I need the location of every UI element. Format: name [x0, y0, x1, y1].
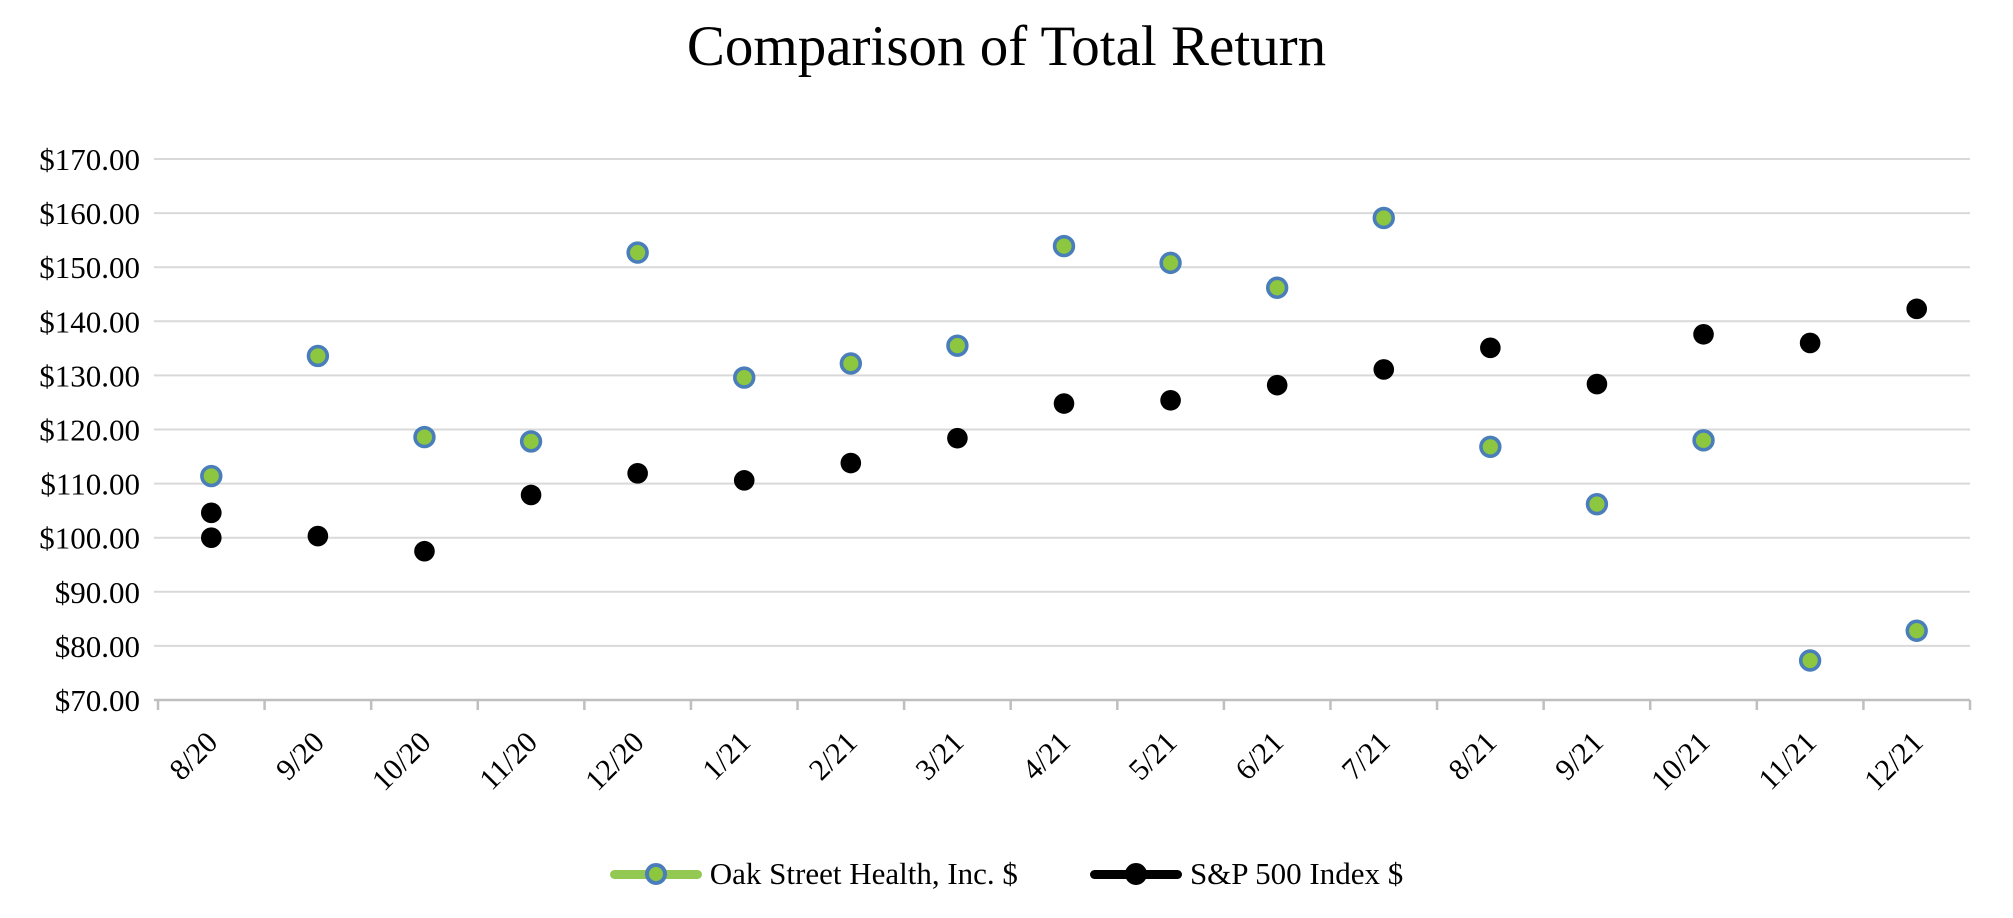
data-point-oak-street	[1159, 251, 1182, 275]
x-axis-tick-label: 5/21	[1122, 726, 1183, 787]
data-point-oak-street	[1692, 429, 1715, 452]
data-point-sp500	[520, 484, 542, 506]
data-point-oak-street	[1052, 234, 1076, 258]
data-point-oak-street	[306, 344, 330, 368]
data-point-oak-street	[626, 241, 649, 264]
data-point-sp500	[627, 463, 648, 484]
x-axis-tick-label: 10/21	[1645, 726, 1717, 798]
data-point-sp500	[1373, 359, 1395, 380]
data-point-sp500	[1693, 323, 1714, 345]
data-point-sp500	[1906, 298, 1928, 320]
data-point-sp500	[1480, 337, 1501, 359]
legend-label-oak-street: Oak Street Health, Inc. $	[709, 856, 1018, 891]
data-point-sp500	[200, 502, 222, 524]
legend-label-sp500: S&P 500 Index $	[1189, 856, 1404, 891]
x-axis-tick-label: 11/20	[473, 726, 544, 797]
data-point-extra	[200, 527, 222, 548]
data-point-oak-street	[200, 464, 223, 488]
y-axis-tick-label: $110.00	[40, 467, 140, 502]
x-axis-tick-label: 1/21	[696, 726, 757, 787]
data-point-sp500	[1053, 393, 1075, 414]
data-point-sp500	[1160, 389, 1181, 411]
x-axis-tick-label: 7/21	[1336, 726, 1397, 787]
data-point-oak-street	[413, 425, 436, 449]
data-point-oak-street	[1479, 435, 1502, 459]
x-axis-tick-label: 11/21	[1752, 726, 1823, 797]
x-axis-tick-label: 2/21	[803, 726, 864, 787]
data-point-sp500	[307, 525, 329, 547]
legend-item-sp500: S&P 500 Index $	[1089, 856, 1404, 892]
y-axis-tick-label: $130.00	[39, 358, 140, 393]
data-point-oak-street	[733, 366, 756, 389]
x-axis-tick-label: 6/21	[1229, 726, 1290, 787]
y-axis-tick-label: $100.00	[39, 521, 140, 556]
x-axis-tick-label: 3/21	[909, 726, 970, 787]
data-point-sp500	[414, 540, 435, 562]
data-point-oak-street	[1798, 649, 1822, 672]
legend-marker-sp500-icon	[1124, 863, 1147, 885]
x-axis-tick-label: 9/20	[270, 726, 331, 787]
data-point-oak-street	[1905, 619, 1928, 642]
y-axis-tick-label: $170.00	[39, 142, 140, 177]
y-axis-tick-label: $140.00	[39, 304, 140, 339]
legend-marker-oak-street-icon	[644, 863, 667, 885]
legend-swatch-oak-street	[609, 861, 702, 887]
legend-item-oak-street: Oak Street Health, Inc. $	[609, 856, 1018, 892]
y-axis-tick-label: $70.00	[55, 683, 140, 718]
data-point-oak-street	[1372, 206, 1395, 230]
data-point-oak-street	[1585, 492, 1609, 516]
data-point-sp500	[840, 452, 862, 474]
x-axis-tick-label: 4/21	[1016, 726, 1077, 787]
data-point-oak-street	[519, 430, 543, 453]
x-axis-tick-label: 8/20	[163, 726, 224, 787]
y-axis-tick-label: $150.00	[39, 250, 140, 285]
data-point-sp500	[947, 427, 968, 449]
y-axis-tick-label: $80.00	[55, 629, 140, 664]
x-axis-tick-label: 12/21	[1858, 726, 1930, 798]
data-point-sp500	[1586, 373, 1608, 395]
x-axis-tick-label: 9/21	[1549, 726, 1610, 787]
x-axis-tick-label: 10/20	[366, 726, 438, 798]
data-point-oak-street	[1265, 276, 1289, 299]
x-axis-tick-label: 12/20	[579, 726, 651, 798]
data-point-sp500	[1799, 332, 1821, 354]
y-axis-tick-label: $120.00	[39, 413, 140, 448]
y-axis-tick-label: $160.00	[39, 196, 140, 231]
x-axis-tick-label: 8/21	[1442, 726, 1503, 787]
data-point-oak-street	[839, 352, 863, 375]
data-point-oak-street	[946, 334, 969, 357]
chart-title: Comparison of Total Return	[686, 15, 1327, 78]
y-axis-tick-label: $90.00	[55, 575, 140, 610]
data-point-sp500	[1266, 374, 1288, 396]
legend: Oak Street Health, Inc. $ S&P 500 Index …	[0, 856, 2013, 892]
legend-swatch-sp500	[1089, 861, 1182, 887]
data-point-sp500	[733, 470, 755, 491]
